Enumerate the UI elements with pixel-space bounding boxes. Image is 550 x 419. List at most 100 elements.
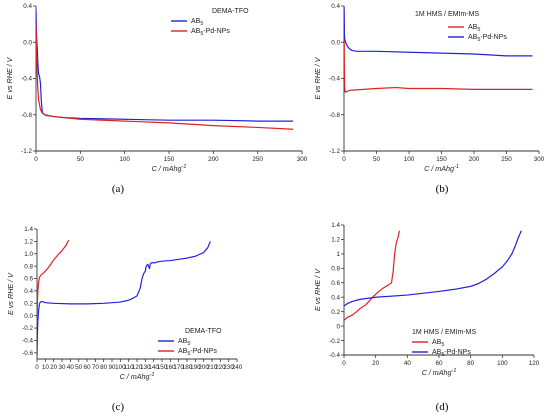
panel-caption: (a) xyxy=(112,183,125,195)
legend-entry-1: AB5-Pd-NPs xyxy=(432,349,471,358)
y-tick-label: -0.2 xyxy=(22,325,33,332)
y-tick-label: 0.4 xyxy=(331,294,340,301)
y-tick-label: 0.0 xyxy=(23,39,32,46)
x-tick-label: 200 xyxy=(208,156,219,163)
y-tick-label: 1.2 xyxy=(331,237,340,244)
x-tick-label: 300 xyxy=(297,156,308,163)
x-tick-label: 300 xyxy=(534,156,545,163)
x-tick-label: 100 xyxy=(497,360,508,367)
y-tick-label: 0.8 xyxy=(331,266,340,273)
y-tick-label: 1.4 xyxy=(331,222,340,229)
x-tick-label: 50 xyxy=(75,364,83,371)
panel-title: DEMA-TFO xyxy=(185,328,222,335)
y-axis-title: E vs RHE / V xyxy=(6,272,15,315)
series-line-0 xyxy=(37,241,211,356)
panel-a: 0 50 100 150 200 250 300 -1.2 -0.8 -0.4 0.0 0.4 C / … xyxy=(5,3,308,195)
x-tick-label: 0 xyxy=(35,364,39,371)
x-tick-label: 150 xyxy=(436,156,447,163)
legend-subscript: 5 xyxy=(441,352,444,358)
x-tick-label: 170 xyxy=(173,364,184,371)
x-tick-label: 100 xyxy=(404,156,415,163)
x-tick-label: 150 xyxy=(157,364,168,371)
x-axis-title: C / mAhg-1 xyxy=(424,164,459,173)
x-tick-label: 20 xyxy=(50,364,58,371)
y-tick-label: -0.8 xyxy=(329,112,340,119)
panel-caption: (b) xyxy=(436,183,449,195)
x-tick-label: 40 xyxy=(404,360,412,367)
y-tick-label: -1.2 xyxy=(21,148,32,155)
legend-suffix: -Pd-NPs xyxy=(190,348,217,355)
panel-caption: (c) xyxy=(112,401,125,413)
x-tick-label: 30 xyxy=(58,364,66,371)
y-tick-label: 0.4 xyxy=(23,3,32,10)
legend-suffix: -Pd-NPs xyxy=(480,34,507,41)
y-tick-label: 0.2 xyxy=(331,309,340,316)
series-line-1 xyxy=(344,6,533,57)
x-tick-label: 50 xyxy=(373,156,381,163)
x-tick-label: 80 xyxy=(100,364,108,371)
y-tick-label: -0.4 xyxy=(329,352,340,359)
x-tick-label: 100 xyxy=(115,364,126,371)
x-tick-label: 40 xyxy=(67,364,75,371)
x-axis-title: C / mAhg-1 xyxy=(120,372,155,381)
legend-subscript: 5 xyxy=(200,31,203,37)
x-tick-label: 200 xyxy=(198,364,209,371)
x-tick-label: 230 xyxy=(223,364,234,371)
legend-entry-0: AB5 xyxy=(432,339,444,348)
y-tick-label: -0.6 xyxy=(22,350,33,357)
y-tick-label: -1.2 xyxy=(329,148,340,155)
legend-subscript: 5 xyxy=(187,341,190,347)
y-tick-label: -0.2 xyxy=(329,338,340,345)
y-tick-label: 0 xyxy=(336,323,340,330)
x-axis-title-superscript: -1 xyxy=(454,164,459,170)
x-tick-label: 70 xyxy=(92,364,100,371)
legend-suffix: -Pd-NPs xyxy=(444,349,471,356)
x-tick-label: 120 xyxy=(529,360,540,367)
x-tick-label: 160 xyxy=(165,364,176,371)
legend-entry-0: AB5 xyxy=(191,18,203,27)
y-tick-label: 1.0 xyxy=(24,251,33,258)
y-tick-label: 0.8 xyxy=(24,263,33,270)
y-tick-label: -0.8 xyxy=(21,112,32,119)
x-tick-label: 90 xyxy=(108,364,116,371)
x-tick-label: 100 xyxy=(119,156,130,163)
x-tick-label: 20 xyxy=(372,360,380,367)
legend-entry-0: AB5 xyxy=(468,24,480,33)
series-line-1 xyxy=(37,239,70,322)
y-axis-title: E vs RHE / V xyxy=(5,56,14,99)
y-axis-title: E vs RHE / V xyxy=(313,268,322,311)
y-tick-label: 0.2 xyxy=(24,300,33,307)
legend-subscript: 5 xyxy=(477,27,480,33)
panel-d: 0 20 40 60 80 100 120 -0.4 -0.2 0 0.2 0.4 0.6 0.8 1 1.2… xyxy=(313,222,540,413)
legend-suffix: -Pd-NPs xyxy=(203,28,230,35)
series-line-0 xyxy=(36,9,294,122)
panel-c: 0 10 20 30 40 50 60 70 80 90 100110120130140150160… xyxy=(6,226,243,413)
x-tick-label: 250 xyxy=(501,156,512,163)
x-tick-label: 200 xyxy=(469,156,480,163)
y-tick-label: 1.2 xyxy=(24,239,33,246)
x-axis-title-superscript: -1 xyxy=(182,164,187,170)
x-tick-label: 190 xyxy=(190,364,201,371)
legend-subscript: 5 xyxy=(477,37,480,43)
legend-entry-1: AB5-Pd-NPs xyxy=(178,348,217,357)
legend-subscript: 5 xyxy=(200,21,203,27)
y-tick-label: 0.4 xyxy=(331,3,340,10)
x-tick-label: 0 xyxy=(342,156,346,163)
x-tick-label: 10 xyxy=(42,364,50,371)
y-tick-label: 1 xyxy=(336,251,340,258)
x-tick-label: 60 xyxy=(435,360,443,367)
x-axis-title: C / mAhg-1 xyxy=(422,368,457,377)
y-tick-label: 0.6 xyxy=(24,276,33,283)
x-tick-label: 60 xyxy=(83,364,91,371)
panel-title: DEMA-TFO xyxy=(212,8,249,15)
y-tick-label: 0.6 xyxy=(331,280,340,287)
x-axis-title-superscript: -1 xyxy=(452,368,457,374)
x-tick-label: 210 xyxy=(207,364,218,371)
x-tick-label: 120 xyxy=(132,364,143,371)
y-tick-label: 1.4 xyxy=(24,226,33,233)
x-tick-label: 220 xyxy=(215,364,226,371)
panel-caption: (d) xyxy=(436,401,449,413)
x-tick-label: 150 xyxy=(164,156,175,163)
series-line-1 xyxy=(36,24,294,130)
y-axis-title: E vs RHE / V xyxy=(313,56,322,99)
